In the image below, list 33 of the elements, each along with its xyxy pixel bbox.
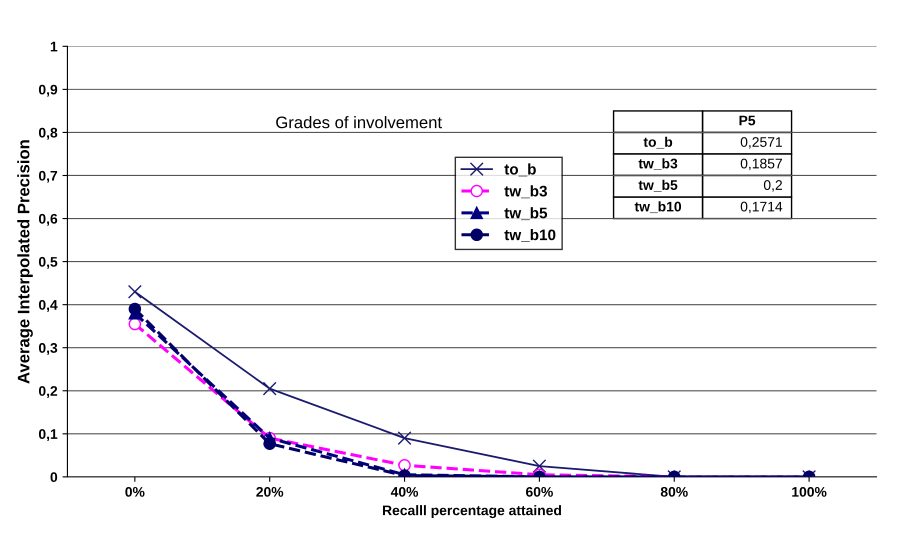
y-tick-label: 1 [50,42,58,52]
y-tick-label: 0,9 [38,84,58,97]
y-tick-label: 0,8 [38,128,58,140]
y-axis-title: Average Interpolated Precision [17,140,33,384]
x-tick-label: 60% [526,486,553,497]
x-tick-label: 40% [390,486,418,497]
x-tick-label: 100% [792,486,826,497]
annotation: 0,2 [764,180,782,192]
annotation: 0,2571 [740,137,782,149]
legend-label: tw_b10 [504,229,556,242]
annotation: 0,1857 [740,158,782,170]
x-axis-title: Recalll percentage attained [382,505,561,518]
text: tw_b5 [638,180,678,192]
annotation: 0,1714 [740,202,782,214]
x-tick-label: 80% [660,486,688,497]
y-tick-label: 0,1 [38,429,58,442]
annotation: P5 [740,116,756,126]
y-tick-label: 0,4 [38,300,58,312]
y-tick-label: 0,3 [38,343,58,355]
text: tw_b10 [634,201,682,214]
legend-label: tw_b5 [504,207,548,220]
x-tick-label: 0% [125,486,145,497]
text: to_b [644,136,672,148]
y-tick-label: 0,6 [38,214,58,226]
text: Grades of involvement [276,116,442,128]
legend-label: to_b [504,163,536,176]
y-tick-label: 0 [50,472,58,482]
y-tick-label: 0,5 [38,256,58,269]
x-tick-label: 20% [256,486,284,497]
legend-label: tw_b3 [504,185,547,198]
text: tw_b3 [638,158,678,170]
y-tick-label: 0,7 [38,170,58,183]
y-tick-label: 0,2 [38,386,58,398]
